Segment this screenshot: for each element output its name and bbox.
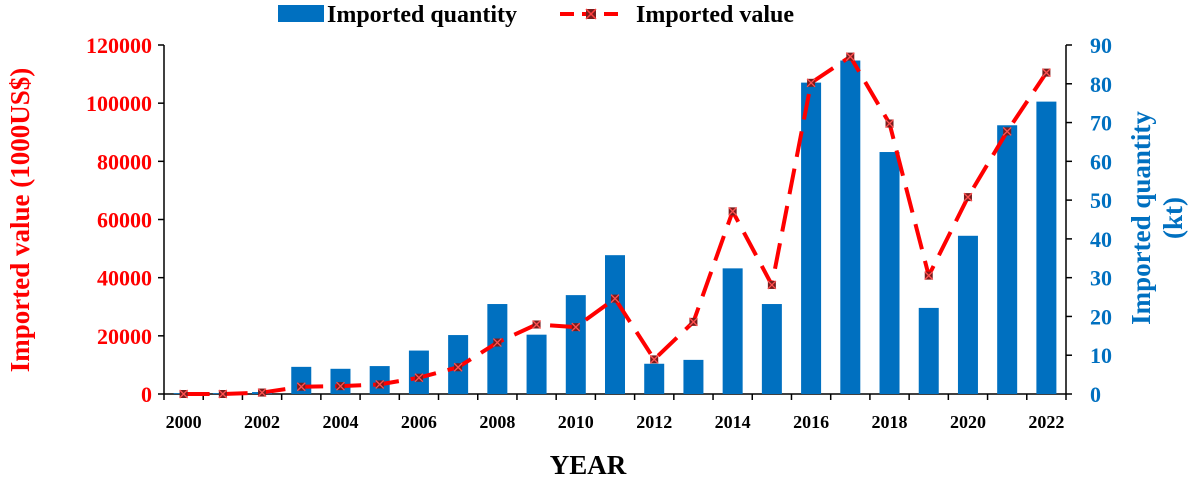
right-axis-title-line-2: (kt) bbox=[1158, 197, 1188, 239]
quantity-bar bbox=[879, 152, 900, 394]
legend-swatch-quantity bbox=[278, 5, 324, 22]
value-marker bbox=[924, 271, 934, 281]
x-tick-label: 2006 bbox=[401, 412, 437, 432]
quantity-bar bbox=[761, 304, 782, 394]
value-marker bbox=[688, 317, 698, 327]
right-tick-label: 30 bbox=[1090, 266, 1112, 291]
left-tick-label: 0 bbox=[141, 382, 152, 407]
x-tick-label: 2014 bbox=[715, 412, 751, 432]
quantity-bar bbox=[722, 268, 743, 394]
value-marker bbox=[728, 206, 738, 216]
left-axis-ticks: 0 20000 40000 60000 80000 100000 120000 bbox=[86, 33, 164, 407]
value-line-path bbox=[183, 54, 1049, 396]
quantity-bar bbox=[605, 255, 625, 394]
left-tick-label: 40000 bbox=[97, 266, 152, 291]
right-tick-label: 70 bbox=[1090, 111, 1112, 136]
quantity-bar bbox=[487, 304, 508, 394]
right-tick-label: 50 bbox=[1090, 188, 1112, 213]
right-tick-label: 10 bbox=[1090, 343, 1112, 368]
right-tick-label: 90 bbox=[1090, 33, 1112, 58]
x-tick-label: 2010 bbox=[558, 412, 594, 432]
x-axis-title: YEAR bbox=[550, 450, 627, 478]
value-marker bbox=[257, 388, 267, 398]
value-marker bbox=[296, 382, 306, 392]
value-marker bbox=[806, 78, 816, 88]
right-tick-label: 80 bbox=[1090, 72, 1112, 97]
quantity-bar bbox=[644, 363, 665, 394]
x-tick-label: 2008 bbox=[479, 412, 515, 432]
legend-label-quantity: Imported quantity bbox=[327, 2, 517, 28]
quantity-bar bbox=[840, 60, 861, 395]
left-tick-label: 60000 bbox=[97, 208, 152, 233]
value-marker bbox=[610, 294, 620, 304]
value-marker bbox=[218, 389, 228, 399]
x-tick-label: 2000 bbox=[166, 412, 202, 432]
quantity-bar bbox=[408, 350, 429, 394]
right-tick-label: 40 bbox=[1090, 227, 1112, 252]
value-marker bbox=[453, 362, 463, 372]
quantity-bar bbox=[565, 295, 586, 394]
right-tick-label: 20 bbox=[1090, 304, 1112, 329]
right-axis-ticks: 0 10 20 30 40 50 60 70 80 90 bbox=[1066, 33, 1112, 407]
right-tick-label: 60 bbox=[1090, 149, 1112, 174]
left-tick-label: 80000 bbox=[97, 149, 152, 174]
left-axis-title: Imported value (1000US$) bbox=[5, 68, 35, 373]
x-tick-label: 2016 bbox=[793, 412, 829, 432]
value-marker bbox=[532, 320, 542, 329]
x-tick-label: 2004 bbox=[322, 412, 358, 432]
quantity-bar bbox=[369, 366, 390, 394]
value-marker bbox=[336, 381, 345, 391]
x-tick-label: 2018 bbox=[872, 412, 908, 432]
quantity-bar bbox=[918, 307, 939, 394]
x-axis-ticks: 2000 2002 2004 2006 2008 2010 2012 2014 2016 2018… bbox=[163, 394, 1067, 432]
value-marker bbox=[1041, 68, 1051, 78]
value-marker bbox=[1002, 126, 1012, 136]
value-marker bbox=[571, 322, 581, 332]
quantity-bar bbox=[997, 125, 1018, 395]
quantity-bar bbox=[526, 334, 547, 394]
value-marker bbox=[492, 338, 502, 347]
value-marker bbox=[885, 119, 894, 128]
value-marker bbox=[845, 52, 855, 62]
x-tick-label: 2020 bbox=[950, 412, 986, 432]
x-tick-label: 2012 bbox=[636, 412, 672, 432]
right-tick-label: 0 bbox=[1090, 382, 1101, 407]
left-tick-label: 120000 bbox=[86, 33, 152, 58]
value-marker bbox=[649, 354, 659, 364]
legend-swatch-value-marker bbox=[585, 8, 597, 20]
value-marker bbox=[179, 389, 189, 399]
quantity-bar bbox=[957, 235, 978, 394]
x-tick-label: 2022 bbox=[1028, 412, 1064, 432]
value-marker bbox=[767, 280, 777, 290]
quantity-bar bbox=[683, 359, 704, 394]
quantity-bar bbox=[801, 82, 822, 394]
value-marker bbox=[963, 192, 973, 202]
value-line bbox=[179, 52, 1051, 399]
x-tick-label: 2002 bbox=[244, 412, 280, 432]
legend-label-value: Imported value bbox=[636, 2, 794, 28]
quantity-bar bbox=[330, 368, 351, 394]
value-marker bbox=[375, 379, 385, 389]
value-marker bbox=[414, 373, 424, 383]
quantity-bars bbox=[173, 60, 1057, 395]
quantity-bar bbox=[1036, 101, 1057, 395]
legend: Imported quantity Imported value bbox=[278, 2, 794, 28]
right-axis-title-line-1: Imported quantity bbox=[1126, 111, 1156, 325]
left-tick-label: 100000 bbox=[86, 91, 152, 116]
left-tick-label: 20000 bbox=[97, 324, 152, 349]
